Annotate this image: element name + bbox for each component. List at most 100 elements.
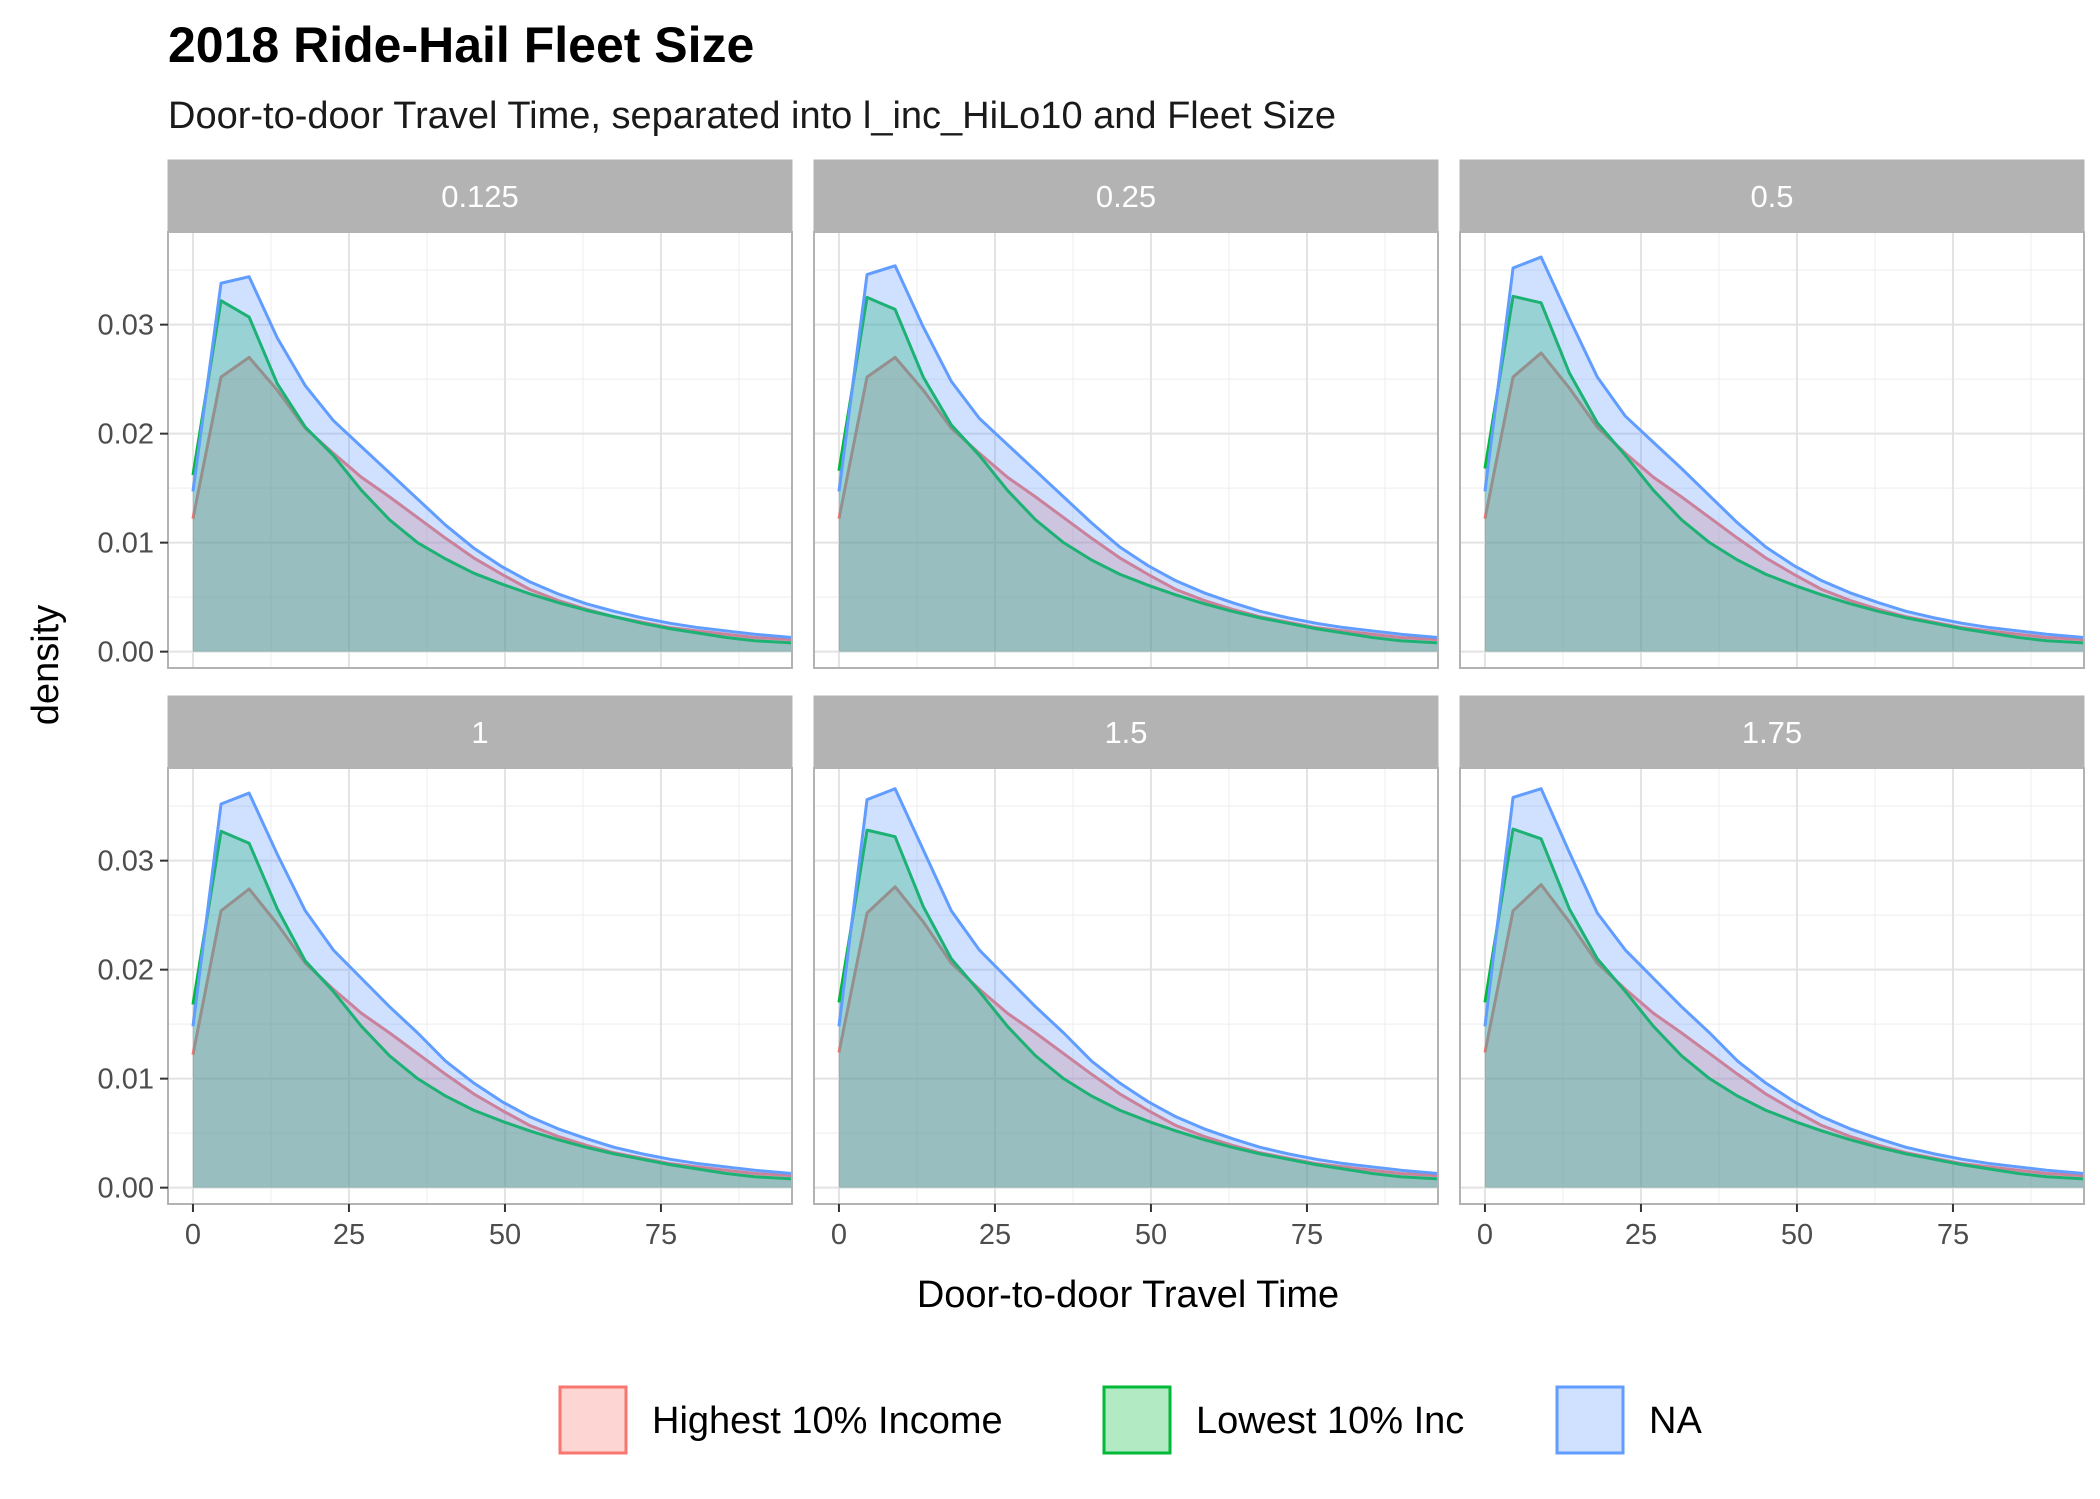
x-tick-label: 50 — [489, 1219, 521, 1251]
x-tick-label: 75 — [645, 1219, 677, 1251]
panel-border — [813, 231, 1439, 669]
legend-label: NA — [1649, 1400, 1702, 1442]
x-tick-label: 50 — [1135, 1219, 1167, 1251]
facet-strip — [813, 695, 1439, 769]
x-tick-label: 25 — [979, 1219, 1011, 1251]
panel-border — [1459, 767, 2085, 1205]
y-tick-label: 0.03 — [98, 310, 154, 342]
y-tick-label: 0.03 — [98, 846, 154, 878]
facet-panel-3: 1 0 25 50 75 0.00 0.01 0.02 0.03 — [98, 695, 793, 1251]
x-tick-label: 75 — [1291, 1219, 1323, 1251]
series-layer — [191, 791, 792, 1188]
plot-area — [168, 232, 792, 668]
plot-area — [814, 232, 1438, 668]
legend-label: Lowest 10% Inc — [1196, 1400, 1464, 1442]
density-area-0 — [838, 886, 1438, 1188]
density-area-2 — [192, 793, 792, 1188]
density-area-1 — [838, 830, 1438, 1188]
density-line-1 — [837, 828, 1438, 1181]
density-line-0 — [191, 887, 792, 1178]
density-area-1 — [1484, 829, 2084, 1188]
density-area-2 — [192, 276, 792, 652]
density-area-1 — [192, 300, 792, 652]
x-tick-label: 0 — [831, 1219, 847, 1251]
panel-border — [167, 767, 793, 1205]
y-tick-label: 0.00 — [98, 637, 154, 669]
y-tick-label: 0.02 — [98, 955, 154, 987]
facet-strip-label: 0.25 — [1096, 179, 1156, 214]
facet-strip — [167, 695, 793, 769]
legend-key — [1555, 1385, 1625, 1455]
density-line-0 — [837, 885, 1438, 1178]
density-line-1 — [837, 295, 1438, 645]
facet-strip — [813, 159, 1439, 233]
facet-strip-label: 1 — [471, 715, 488, 750]
grid — [814, 768, 1438, 1204]
series-layer — [1483, 255, 2084, 652]
grid — [1460, 232, 2084, 668]
density-area-1 — [1484, 296, 2084, 652]
density-area-2 — [1484, 788, 2084, 1188]
facet-strip-label: 0.5 — [1750, 179, 1793, 214]
facet-strip — [1459, 695, 2085, 769]
grid — [1460, 768, 2084, 1204]
facet-panel-4: 1.5 0 25 50 75 — [813, 695, 1439, 1251]
density-line-2 — [191, 791, 792, 1175]
series-layer — [1483, 787, 2084, 1188]
x-tick-label: 25 — [333, 1219, 365, 1251]
panel-border — [167, 231, 793, 669]
density-line-0 — [837, 355, 1438, 642]
density-line-2 — [837, 787, 1438, 1175]
chart-title: 2018 Ride-Hail Fleet Size — [168, 17, 754, 73]
density-area-1 — [838, 297, 1438, 652]
density-line-1 — [1483, 827, 2084, 1181]
facet-strip-label: 0.125 — [441, 179, 519, 214]
legend-item-0: Highest 10% Income — [558, 1385, 1003, 1455]
series-layer — [191, 275, 792, 652]
grid — [168, 768, 792, 1204]
facet-panel-1: 0.25 — [813, 159, 1439, 669]
density-line-2 — [1483, 255, 2084, 639]
density-line-0 — [191, 355, 792, 642]
facet-panel-2: 0.5 — [1459, 159, 2085, 669]
density-area-0 — [192, 357, 792, 652]
density-area-2 — [1484, 257, 2084, 652]
density-area-0 — [192, 888, 792, 1188]
grid — [814, 232, 1438, 668]
density-line-0 — [1483, 883, 2084, 1178]
y-tick-label: 0.00 — [98, 1173, 154, 1205]
density-line-2 — [837, 264, 1438, 639]
legend: Highest 10% Income Lowest 10% Inc NA — [558, 1385, 1702, 1455]
density-area-0 — [1484, 884, 2084, 1188]
facet-grid: 0.125 0.00 0.01 0.02 0.03 0.25 0.5 1 0 25 50 75 0.00… — [98, 159, 2085, 1251]
y-tick-label: 0.01 — [98, 528, 154, 560]
legend-key — [558, 1385, 628, 1455]
density-area-2 — [838, 265, 1438, 652]
legend-label: Highest 10% Income — [652, 1400, 1003, 1442]
facet-strip — [1459, 159, 2085, 233]
x-tick-label: 25 — [1625, 1219, 1657, 1251]
facet-panel-0: 0.125 0.00 0.01 0.02 0.03 — [98, 159, 793, 669]
density-line-0 — [1483, 351, 2084, 642]
facet-strip — [167, 159, 793, 233]
facet-strip-label: 1.5 — [1104, 715, 1147, 750]
series-layer — [837, 264, 1438, 652]
y-tick-label: 0.02 — [98, 419, 154, 451]
x-axis-title: Door-to-door Travel Time — [917, 1274, 1339, 1316]
series-layer — [837, 787, 1438, 1188]
facet-strip-label: 1.75 — [1742, 715, 1802, 750]
legend-item-1: Lowest 10% Inc — [1102, 1385, 1464, 1455]
y-axis-title: density — [25, 605, 67, 725]
x-tick-label: 50 — [1781, 1219, 1813, 1251]
panel-border — [813, 767, 1439, 1205]
facet-panel-5: 1.75 0 25 50 75 — [1459, 695, 2085, 1251]
chart-subtitle: Door-to-door Travel Time, separated into… — [168, 95, 1336, 137]
density-line-1 — [1483, 294, 2084, 645]
density-area-2 — [838, 788, 1438, 1188]
density-line-1 — [191, 299, 792, 645]
density-line-1 — [191, 829, 792, 1181]
x-tick-label: 75 — [1937, 1219, 1969, 1251]
grid — [168, 232, 792, 668]
panel-border — [1459, 231, 2085, 669]
